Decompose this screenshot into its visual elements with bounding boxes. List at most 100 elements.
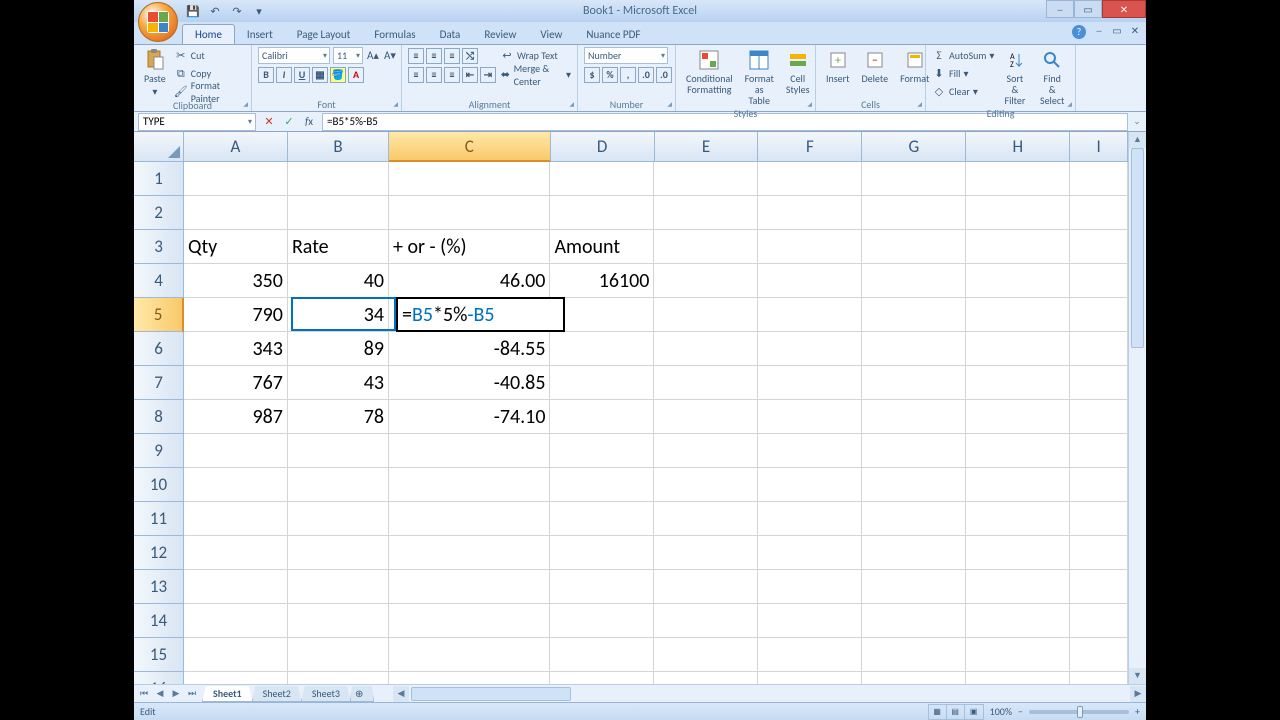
border-button[interactable]: ▦ — [312, 67, 328, 83]
cell-D5[interactable] — [550, 298, 654, 332]
cell-E6[interactable] — [654, 332, 758, 366]
font-name-combo[interactable]: Calibri — [258, 47, 330, 64]
cell-H8[interactable] — [966, 400, 1070, 434]
scroll-left-icon[interactable]: ◀ — [393, 686, 409, 702]
col-header-B[interactable]: B — [288, 132, 389, 162]
cell-B11[interactable] — [288, 502, 389, 536]
cell-G3[interactable] — [862, 230, 966, 264]
name-box[interactable]: TYPE — [138, 113, 256, 131]
cell-F7[interactable] — [758, 366, 862, 400]
cell-A8[interactable]: 987 — [184, 400, 288, 434]
currency-icon[interactable]: $ — [584, 67, 600, 83]
cell-F16[interactable] — [758, 672, 862, 684]
view-pagebreak-icon[interactable]: ▣ — [965, 705, 983, 719]
cell-B1[interactable] — [288, 162, 389, 196]
cell-G2[interactable] — [862, 196, 966, 230]
cell-F5[interactable] — [758, 298, 862, 332]
cut-button[interactable]: ✂Cut — [174, 47, 245, 64]
cell-C10[interactable] — [389, 468, 550, 502]
cell-E13[interactable] — [654, 570, 758, 604]
sheet-tab-3[interactable]: Sheet3 — [301, 686, 351, 702]
cell-B8[interactable]: 78 — [288, 400, 389, 434]
cell-A14[interactable] — [184, 604, 288, 638]
cell-D8[interactable] — [550, 400, 654, 434]
cell-H15[interactable] — [966, 638, 1070, 672]
cell-B14[interactable] — [288, 604, 389, 638]
row-header-3[interactable]: 3 — [134, 230, 184, 264]
qat-more-icon[interactable]: ▾ — [250, 2, 268, 20]
cell-I1[interactable] — [1070, 162, 1128, 196]
select-all-corner[interactable] — [134, 132, 184, 162]
cell-C13[interactable] — [389, 570, 550, 604]
cell-B5[interactable]: 34 — [288, 298, 389, 332]
cell-F6[interactable] — [758, 332, 862, 366]
cell-C7[interactable]: -40.85 — [389, 366, 550, 400]
number-format-combo[interactable]: Number — [584, 47, 668, 64]
cell-G6[interactable] — [862, 332, 966, 366]
cell-E5[interactable] — [654, 298, 758, 332]
cell-I3[interactable] — [1070, 230, 1128, 264]
cell-H3[interactable] — [966, 230, 1070, 264]
cell-G13[interactable] — [862, 570, 966, 604]
row-header-7[interactable]: 7 — [134, 366, 184, 400]
align-bottom-icon[interactable]: ≡ — [444, 48, 460, 64]
col-header-C[interactable]: C — [389, 132, 551, 162]
cell-G12[interactable] — [862, 536, 966, 570]
col-header-G[interactable]: G — [862, 132, 966, 162]
cell-B7[interactable]: 43 — [288, 366, 389, 400]
cell-H6[interactable] — [966, 332, 1070, 366]
cell-D1[interactable] — [550, 162, 654, 196]
cell-I6[interactable] — [1070, 332, 1128, 366]
align-center-icon[interactable]: ≡ — [426, 67, 442, 83]
grow-font-icon[interactable]: A▴ — [366, 49, 380, 63]
cells-area[interactable]: QtyRate+ or - (%)Amount3504046.001610079… — [184, 162, 1128, 684]
cell-A15[interactable] — [184, 638, 288, 672]
cell-E9[interactable] — [654, 434, 758, 468]
row-header-14[interactable]: 14 — [134, 604, 184, 638]
cell-E7[interactable] — [654, 366, 758, 400]
sheet-tab-1[interactable]: Sheet1 — [202, 686, 253, 702]
horizontal-scrollbar[interactable]: ◀ ▶ — [393, 686, 1146, 702]
row-header-16[interactable]: 16 — [134, 672, 184, 684]
cell-I16[interactable] — [1070, 672, 1128, 684]
cell-H12[interactable] — [966, 536, 1070, 570]
worksheet-grid[interactable]: ABCDEFGHI 1234567891011121314151617 QtyR… — [134, 132, 1146, 684]
cell-C2[interactable] — [389, 196, 550, 230]
cell-A5[interactable]: 790 — [184, 298, 288, 332]
tab-next-icon[interactable]: ▶ — [168, 688, 184, 699]
cell-D11[interactable] — [550, 502, 654, 536]
cell-C8[interactable]: -74.10 — [389, 400, 550, 434]
orientation-icon[interactable]: ⤭ — [462, 48, 478, 64]
cell-D6[interactable] — [550, 332, 654, 366]
tab-formulas[interactable]: Formulas — [362, 25, 427, 44]
font-color-button[interactable]: A — [348, 67, 364, 83]
cell-I9[interactable] — [1070, 434, 1128, 468]
col-header-H[interactable]: H — [966, 132, 1070, 162]
row-header-2[interactable]: 2 — [134, 196, 184, 230]
row-header-10[interactable]: 10 — [134, 468, 184, 502]
hscroll-thumb[interactable] — [411, 687, 571, 701]
mdi-restore-icon[interactable]: ▭ — [1110, 24, 1124, 37]
tab-insert[interactable]: Insert — [235, 25, 285, 44]
cell-I15[interactable] — [1070, 638, 1128, 672]
cell-I10[interactable] — [1070, 468, 1128, 502]
cell-B4[interactable]: 40 — [288, 264, 389, 298]
cell-D4[interactable]: 16100 — [550, 264, 654, 298]
clear-button[interactable]: ◇Clear▾ — [932, 83, 994, 100]
cell-C15[interactable] — [389, 638, 550, 672]
cell-B13[interactable] — [288, 570, 389, 604]
sort-filter-button[interactable]: AZSort & Filter — [998, 47, 1031, 108]
scroll-down-icon[interactable]: ▼ — [1129, 668, 1146, 684]
bold-button[interactable]: B — [258, 67, 274, 83]
cell-F13[interactable] — [758, 570, 862, 604]
vscroll-thumb[interactable] — [1131, 148, 1144, 348]
row-header-6[interactable]: 6 — [134, 332, 184, 366]
percent-icon[interactable]: % — [602, 67, 618, 83]
cell-D9[interactable] — [550, 434, 654, 468]
cell-G14[interactable] — [862, 604, 966, 638]
insert-cells-button[interactable]: +Insert — [822, 47, 854, 86]
cell-H9[interactable] — [966, 434, 1070, 468]
zoom-in-icon[interactable]: + — [1135, 705, 1140, 718]
comma-icon[interactable]: , — [620, 67, 636, 83]
row-header-13[interactable]: 13 — [134, 570, 184, 604]
